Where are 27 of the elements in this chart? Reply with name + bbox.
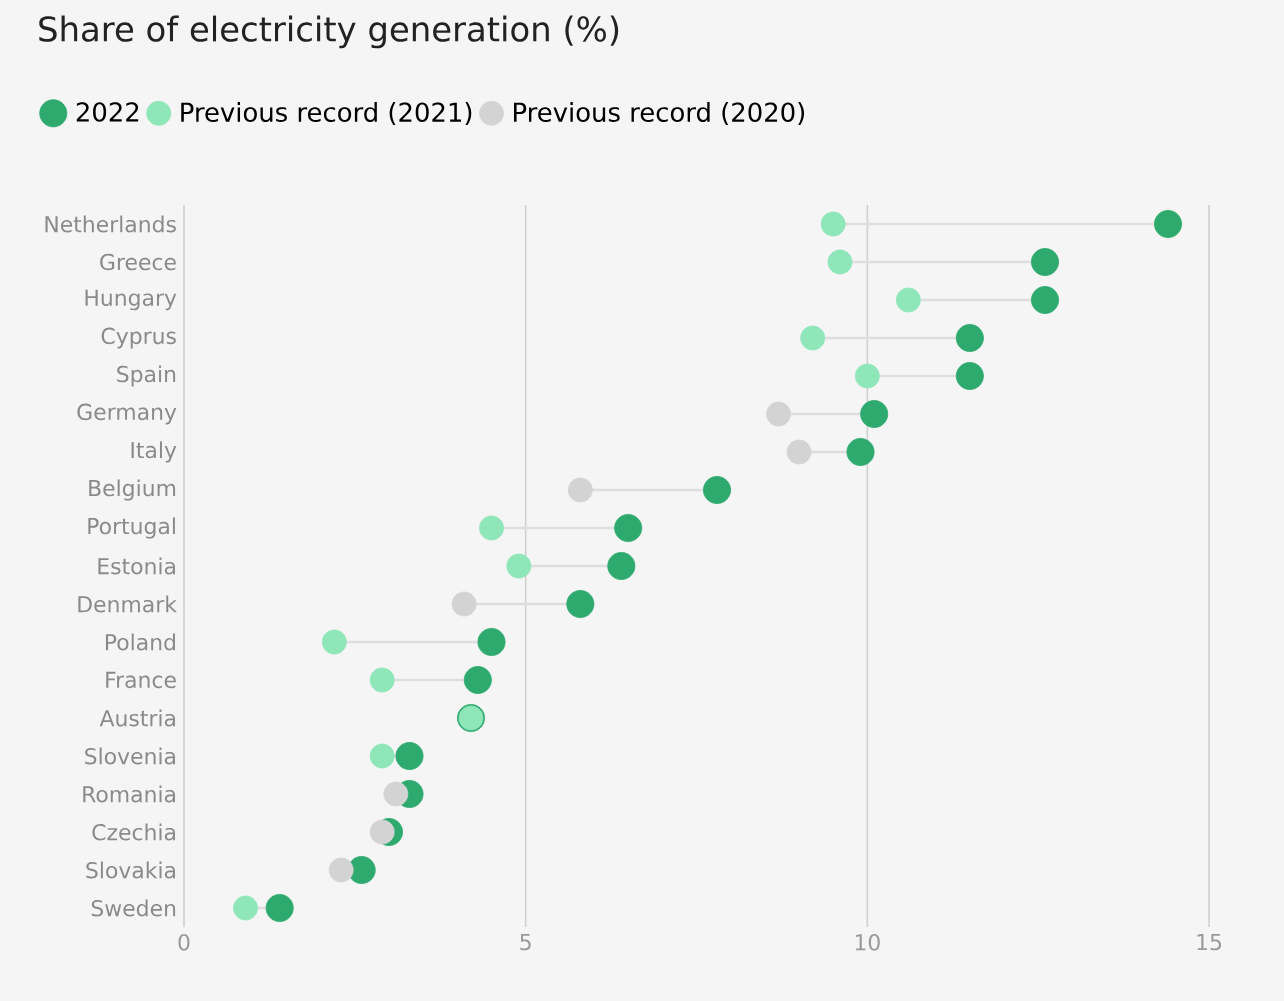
legend-label: Previous record (2020) bbox=[514, 101, 805, 126]
y-tick-label: Slovakia bbox=[86, 861, 175, 879]
y-tick-label: Sweden bbox=[91, 899, 176, 917]
y-tick-label: Estonia bbox=[98, 557, 175, 575]
legend-label: Previous record (2021) bbox=[181, 101, 472, 126]
y-tick-label: Germany bbox=[77, 403, 177, 425]
y-tick-label: France bbox=[106, 671, 176, 689]
y-tick-label: Netherlands bbox=[45, 215, 176, 233]
y-tick-label: Italy bbox=[131, 441, 177, 463]
y-tick-label: Denmark bbox=[78, 595, 177, 613]
y-tick-label: Spain bbox=[117, 365, 176, 387]
y-tick-label: Poland bbox=[105, 633, 175, 651]
y-tick-label: Cyprus bbox=[101, 327, 176, 349]
y-tick-label: Belgium bbox=[89, 479, 176, 501]
legend-label: 2022 bbox=[76, 102, 139, 122]
y-tick-label: Greece bbox=[100, 253, 176, 271]
x-tick-label: 15 bbox=[1197, 934, 1222, 951]
y-tick-label: Portugal bbox=[88, 517, 175, 539]
y-tick-label: Hungary bbox=[85, 289, 177, 311]
y-tick-label: Austria bbox=[99, 709, 175, 727]
y-tick-label: Romania bbox=[83, 785, 175, 803]
chart-title: Share of electricity generation (%) bbox=[39, 15, 619, 49]
y-tick-label: Slovenia bbox=[85, 747, 175, 765]
y-tick-label: Czechia bbox=[92, 823, 175, 841]
x-tick-label: 0 bbox=[178, 934, 190, 951]
x-tick-label: 10 bbox=[855, 934, 880, 951]
x-tick-label: 5 bbox=[520, 934, 531, 951]
